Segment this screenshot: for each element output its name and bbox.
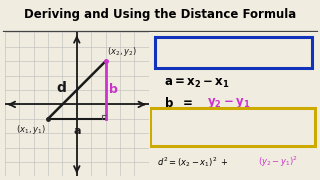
Text: $(x_2, y_2)$: $(x_2, y_2)$ (107, 45, 137, 58)
Text: solve for d: solve for d (198, 45, 269, 58)
FancyBboxPatch shape (150, 108, 315, 146)
Text: $\mathbf{b}$  $\mathbf{= }$: $\mathbf{b}$ $\mathbf{= }$ (164, 96, 193, 110)
Text: Deriving and Using the Distance Formula: Deriving and Using the Distance Formula (24, 8, 296, 21)
Text: $\mathbf{b^2}$: $\mathbf{b^2}$ (222, 114, 239, 131)
Text: $(x_1, y_1)$: $(x_1, y_1)$ (16, 123, 46, 136)
Text: b: b (109, 84, 118, 96)
Text: $\mathbf{y_2 - y_1}$: $\mathbf{y_2 - y_1}$ (207, 96, 250, 110)
Text: $d^2 = (x_2 - x_1)^2\ +\ $: $d^2 = (x_2 - x_1)^2\ +\ $ (157, 155, 228, 169)
Text: Pythagorean Theorem: Pythagorean Theorem (181, 133, 286, 142)
Text: $(y_2 - y_1)^2$: $(y_2 - y_1)^2$ (258, 155, 298, 169)
Text: $\mathbf{a = x_2 - x_1}$: $\mathbf{a = x_2 - x_1}$ (164, 77, 229, 90)
Text: d: d (56, 81, 66, 95)
Text: $\mathbf{a^2\ +\ }$: $\mathbf{a^2\ +\ }$ (167, 114, 201, 131)
Text: $\mathbf{\ =\ d^2}$: $\mathbf{\ =\ d^2}$ (250, 114, 292, 131)
FancyBboxPatch shape (156, 37, 312, 68)
Text: a: a (73, 126, 81, 136)
